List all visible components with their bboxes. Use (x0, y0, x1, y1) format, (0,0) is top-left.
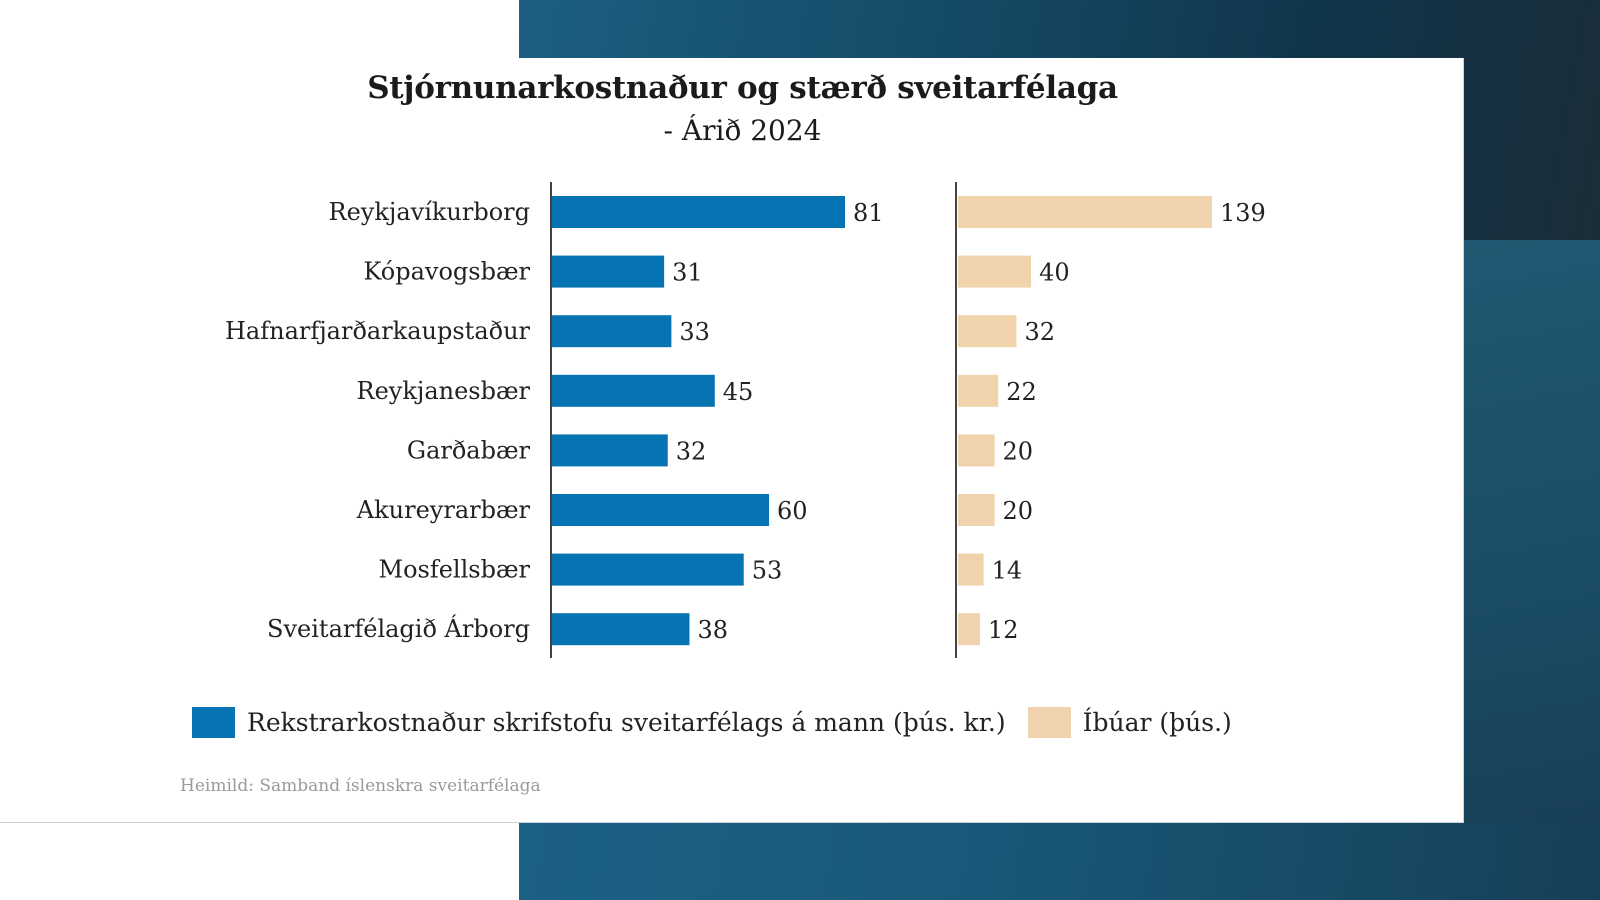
category-label: Reykjanesbær (357, 377, 531, 405)
legend-swatch-population (1027, 707, 1071, 738)
category-label: Sveitarfélagið Árborg (267, 614, 530, 643)
legend-label-population: Íbúar (þús.) (1082, 708, 1232, 737)
population-value-label: 139 (1220, 199, 1266, 227)
population-value-label: 20 (1003, 437, 1034, 465)
cost-value-label: 33 (679, 318, 710, 346)
population-bar (958, 255, 1032, 288)
cost-value-label: 60 (777, 497, 808, 525)
cost-value-label: 32 (676, 437, 707, 465)
category-label: Garðabær (407, 436, 531, 464)
legend-swatch-cost (192, 707, 235, 738)
cost-bar (552, 255, 665, 288)
cost-bar (552, 613, 690, 646)
cost-value-label: 53 (752, 557, 783, 585)
cost-panel: Reykjavíkurborg 81 Kópavogsbær 31 Hafnarfjar… (225, 196, 884, 646)
population-bar (958, 434, 995, 467)
population-value-label: 32 (1024, 318, 1055, 346)
source-note: Heimild: Samband íslenskra sveitarfélaga (180, 776, 541, 796)
cost-value-label: 31 (672, 259, 703, 287)
population-bar (958, 315, 1017, 348)
legend-label-cost: Rekstrarkostnaður skrifstofu sveitarféla… (247, 708, 1006, 737)
cost-bar (552, 494, 770, 526)
cost-bar (552, 434, 668, 467)
category-label: Kópavogsbær (364, 258, 531, 286)
cost-value-label: 81 (853, 199, 884, 227)
cost-value-label: 45 (723, 378, 754, 406)
population-value-label: 14 (992, 557, 1023, 585)
legend-item-cost: Rekstrarkostnaður skrifstofu sveitarféla… (192, 707, 1006, 738)
population-bar (958, 196, 1212, 228)
legend-item-population: Íbúar (þús.) (1027, 707, 1232, 738)
population-value-label: 22 (1006, 378, 1037, 406)
cost-bar (552, 196, 845, 228)
population-bar (958, 613, 980, 646)
population-value-label: 40 (1039, 259, 1070, 287)
population-bar (958, 553, 984, 586)
chart-title: Stjórnunarkostnaður og stærð sveitarféla… (367, 70, 1118, 106)
population-value-label: 12 (988, 616, 1019, 644)
population-value-label: 20 (1003, 497, 1034, 525)
cost-bar (552, 553, 744, 586)
background-band (1463, 240, 1600, 900)
population-bar (958, 494, 995, 526)
population-panel: 139 40 32 22 20 20 14 12 (958, 196, 1266, 646)
legend: Rekstrarkostnaður skrifstofu sveitarféla… (192, 707, 1254, 738)
chart-subtitle: - Árið 2024 (663, 114, 822, 147)
population-bar (958, 374, 999, 407)
category-label: Akureyrarbær (356, 496, 531, 524)
category-label: Mosfellsbær (379, 556, 531, 584)
category-label: Hafnarfjarðarkaupstaður (225, 317, 531, 345)
cost-value-label: 38 (697, 616, 728, 644)
category-label: Reykjavíkurborg (329, 198, 530, 226)
cost-bar (552, 315, 672, 348)
cost-bar (552, 374, 715, 407)
background-band-bottom (519, 822, 1600, 900)
chart-card (0, 58, 1464, 823)
